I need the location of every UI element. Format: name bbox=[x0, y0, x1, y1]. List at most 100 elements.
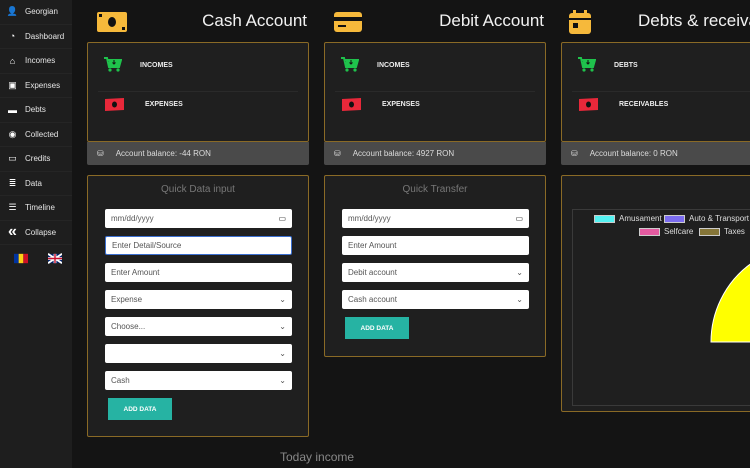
debts-summary-card: DEBTS RECEIVABLES bbox=[561, 42, 750, 142]
money-bill-icon bbox=[342, 98, 361, 111]
cart-icon bbox=[104, 57, 122, 72]
chart-area: Amusament Auto & Transport Selfcare Taxes bbox=[572, 209, 750, 406]
sidebar-item-incomes[interactable]: ⌂ Incomes bbox=[0, 49, 72, 74]
sidebar-item-label: Credits bbox=[25, 154, 51, 164]
sidebar-item-label: Collapse bbox=[25, 227, 57, 237]
money-bill-icon bbox=[105, 98, 124, 111]
chevron-down-icon: ⌄ bbox=[516, 295, 523, 304]
sidebar-item-label: Incomes bbox=[25, 56, 56, 66]
debts-column: Debts & receivab DEBTS RECEIVABLES ⛁ Accou… bbox=[561, 0, 750, 165]
date-input[interactable]: mm/dd/yyyy ▭ bbox=[105, 209, 292, 228]
chevron-down-icon: ⌄ bbox=[279, 376, 286, 385]
chevron-down-icon: ⌄ bbox=[516, 268, 523, 277]
legend-swatch bbox=[664, 214, 685, 223]
account-balance: Account balance: 4927 RON bbox=[352, 149, 455, 158]
coins-icon: ◉ bbox=[8, 128, 17, 139]
account-balance: Account balance: -44 RON bbox=[115, 149, 211, 158]
credit-icon: ▭ bbox=[8, 153, 17, 164]
cash-account-column: Cash Account INCOMES EXPENSES ⛁ Account ba… bbox=[87, 0, 309, 165]
credit-card-icon bbox=[334, 12, 362, 32]
category-select[interactable]: Choose... ⌄ bbox=[105, 317, 292, 336]
divider bbox=[98, 91, 298, 92]
romanian-flag-icon[interactable] bbox=[14, 253, 28, 264]
card-icon: ▬ bbox=[8, 104, 17, 115]
from-account-select[interactable]: Debit account ⌄ bbox=[342, 263, 529, 282]
subcategory-select[interactable]: ⌄ bbox=[105, 344, 292, 363]
quick-data-input-card: Quick Data input mm/dd/yyyy ▭ Enter Detai… bbox=[87, 175, 309, 437]
sidebar-item-label: Dashboard bbox=[25, 31, 65, 41]
cart-icon bbox=[578, 57, 596, 72]
cart-icon bbox=[341, 57, 359, 72]
sidebar-item-label: Georgian bbox=[25, 7, 58, 17]
sidebar-item-label: Debts bbox=[25, 105, 46, 115]
account-select[interactable]: Cash ⌄ bbox=[105, 371, 292, 390]
account-balance: Account balance: 0 RON bbox=[589, 149, 678, 158]
debit-row-2[interactable]: EXPENSES bbox=[341, 97, 420, 112]
list-icon: ☰ bbox=[8, 202, 17, 213]
expenses-chart-card: Amusament Auto & Transport Selfcare Taxes bbox=[561, 175, 750, 412]
debts-balance-bar: ⛁ Account balance: 0 RON bbox=[561, 142, 750, 165]
sidebar-item-label: Data bbox=[25, 178, 42, 188]
cash-row-1[interactable]: INCOMES bbox=[104, 57, 173, 73]
uk-flag-icon[interactable] bbox=[48, 253, 62, 264]
chevron-down-icon: ⌄ bbox=[279, 295, 286, 304]
debit-balance-bar: ⛁ Account balance: 4927 RON bbox=[324, 142, 546, 165]
cash-icon bbox=[97, 12, 127, 32]
calendar-icon[interactable]: ▭ bbox=[515, 214, 523, 223]
pie-chart bbox=[710, 245, 750, 343]
legend-item[interactable]: Auto & Transport bbox=[664, 214, 749, 223]
money-icon: ▣ bbox=[8, 79, 17, 90]
chevron-down-icon: ⌄ bbox=[279, 349, 286, 358]
sidebar-item-credits[interactable]: ▭ Credits bbox=[0, 147, 72, 172]
amount-input[interactable]: Enter Amount bbox=[105, 263, 292, 282]
sidebar-item-data[interactable]: ≣ Data bbox=[0, 172, 72, 196]
calendar-icon bbox=[569, 10, 591, 34]
legend-swatch bbox=[594, 214, 615, 223]
transfer-date-input[interactable]: mm/dd/yyyy ▭ bbox=[342, 209, 529, 228]
divider bbox=[572, 91, 750, 92]
money-bill-icon bbox=[579, 98, 598, 111]
sidebar-item-expenses[interactable]: ▣ Expenses bbox=[0, 74, 72, 98]
quick-transfer-title: Quick Transfer bbox=[402, 184, 468, 195]
debts-row-1[interactable]: DEBTS bbox=[578, 57, 638, 73]
quick-transfer-card: Quick Transfer mm/dd/yyyy ▭ Enter Amount … bbox=[324, 175, 546, 357]
sidebar-item-dashboard[interactable]: ◔ Dashboard bbox=[0, 25, 72, 49]
database-icon: ≣ bbox=[8, 177, 17, 188]
legend-swatch bbox=[699, 227, 720, 236]
cash-summary-card: INCOMES EXPENSES bbox=[87, 42, 309, 142]
coins-icon: ⛁ bbox=[334, 149, 341, 158]
sidebar-item-label: Collected bbox=[25, 129, 59, 139]
sidebar-item-georgian[interactable]: 👤 Georgian bbox=[0, 0, 72, 25]
legend-item[interactable]: Taxes bbox=[699, 227, 745, 236]
transfer-add-data-button[interactable]: ADD DATA bbox=[345, 317, 409, 339]
sidebar-item-collapse[interactable]: « Collapse bbox=[0, 221, 72, 245]
sidebar-item-label: Expenses bbox=[25, 80, 61, 90]
user-icon: 👤 bbox=[6, 6, 19, 17]
sidebar-item-debts[interactable]: ▬ Debts bbox=[0, 98, 72, 123]
today-income-heading: Today income bbox=[280, 450, 355, 464]
add-data-button[interactable]: ADD DATA bbox=[108, 398, 172, 420]
cash-balance-bar: ⛁ Account balance: -44 RON bbox=[87, 142, 309, 165]
sidebar-item-timeline[interactable]: ☰ Timeline bbox=[0, 196, 72, 221]
legend-item[interactable]: Amusament bbox=[594, 214, 662, 223]
legend-item[interactable]: Selfcare bbox=[639, 227, 693, 236]
quick-data-input-title: Quick Data input bbox=[161, 184, 235, 195]
pie-slice[interactable] bbox=[710, 245, 750, 343]
type-select[interactable]: Expense ⌄ bbox=[105, 290, 292, 309]
double-chevron-left-icon: « bbox=[8, 223, 17, 241]
gauge-icon: ◔ bbox=[9, 31, 16, 42]
chevron-down-icon: ⌄ bbox=[279, 322, 286, 331]
to-account-select[interactable]: Cash account ⌄ bbox=[342, 290, 529, 309]
debit-row-1[interactable]: INCOMES bbox=[341, 57, 410, 73]
calendar-icon[interactable]: ▭ bbox=[278, 214, 286, 223]
cash-row-2[interactable]: EXPENSES bbox=[104, 97, 183, 112]
sidebar-item-label: Timeline bbox=[25, 203, 55, 213]
detail-input[interactable]: Enter Detail/Source bbox=[105, 236, 292, 255]
bank-icon: ⌂ bbox=[9, 55, 16, 66]
sidebar-item-collected[interactable]: ◉ Collected bbox=[0, 123, 72, 147]
debit-summary-card: INCOMES EXPENSES bbox=[324, 42, 546, 142]
divider bbox=[335, 91, 535, 92]
transfer-amount-input[interactable]: Enter Amount bbox=[342, 236, 529, 255]
cash-account-title: Cash Account bbox=[202, 11, 307, 30]
debts-row-2[interactable]: RECEIVABLES bbox=[578, 97, 668, 112]
